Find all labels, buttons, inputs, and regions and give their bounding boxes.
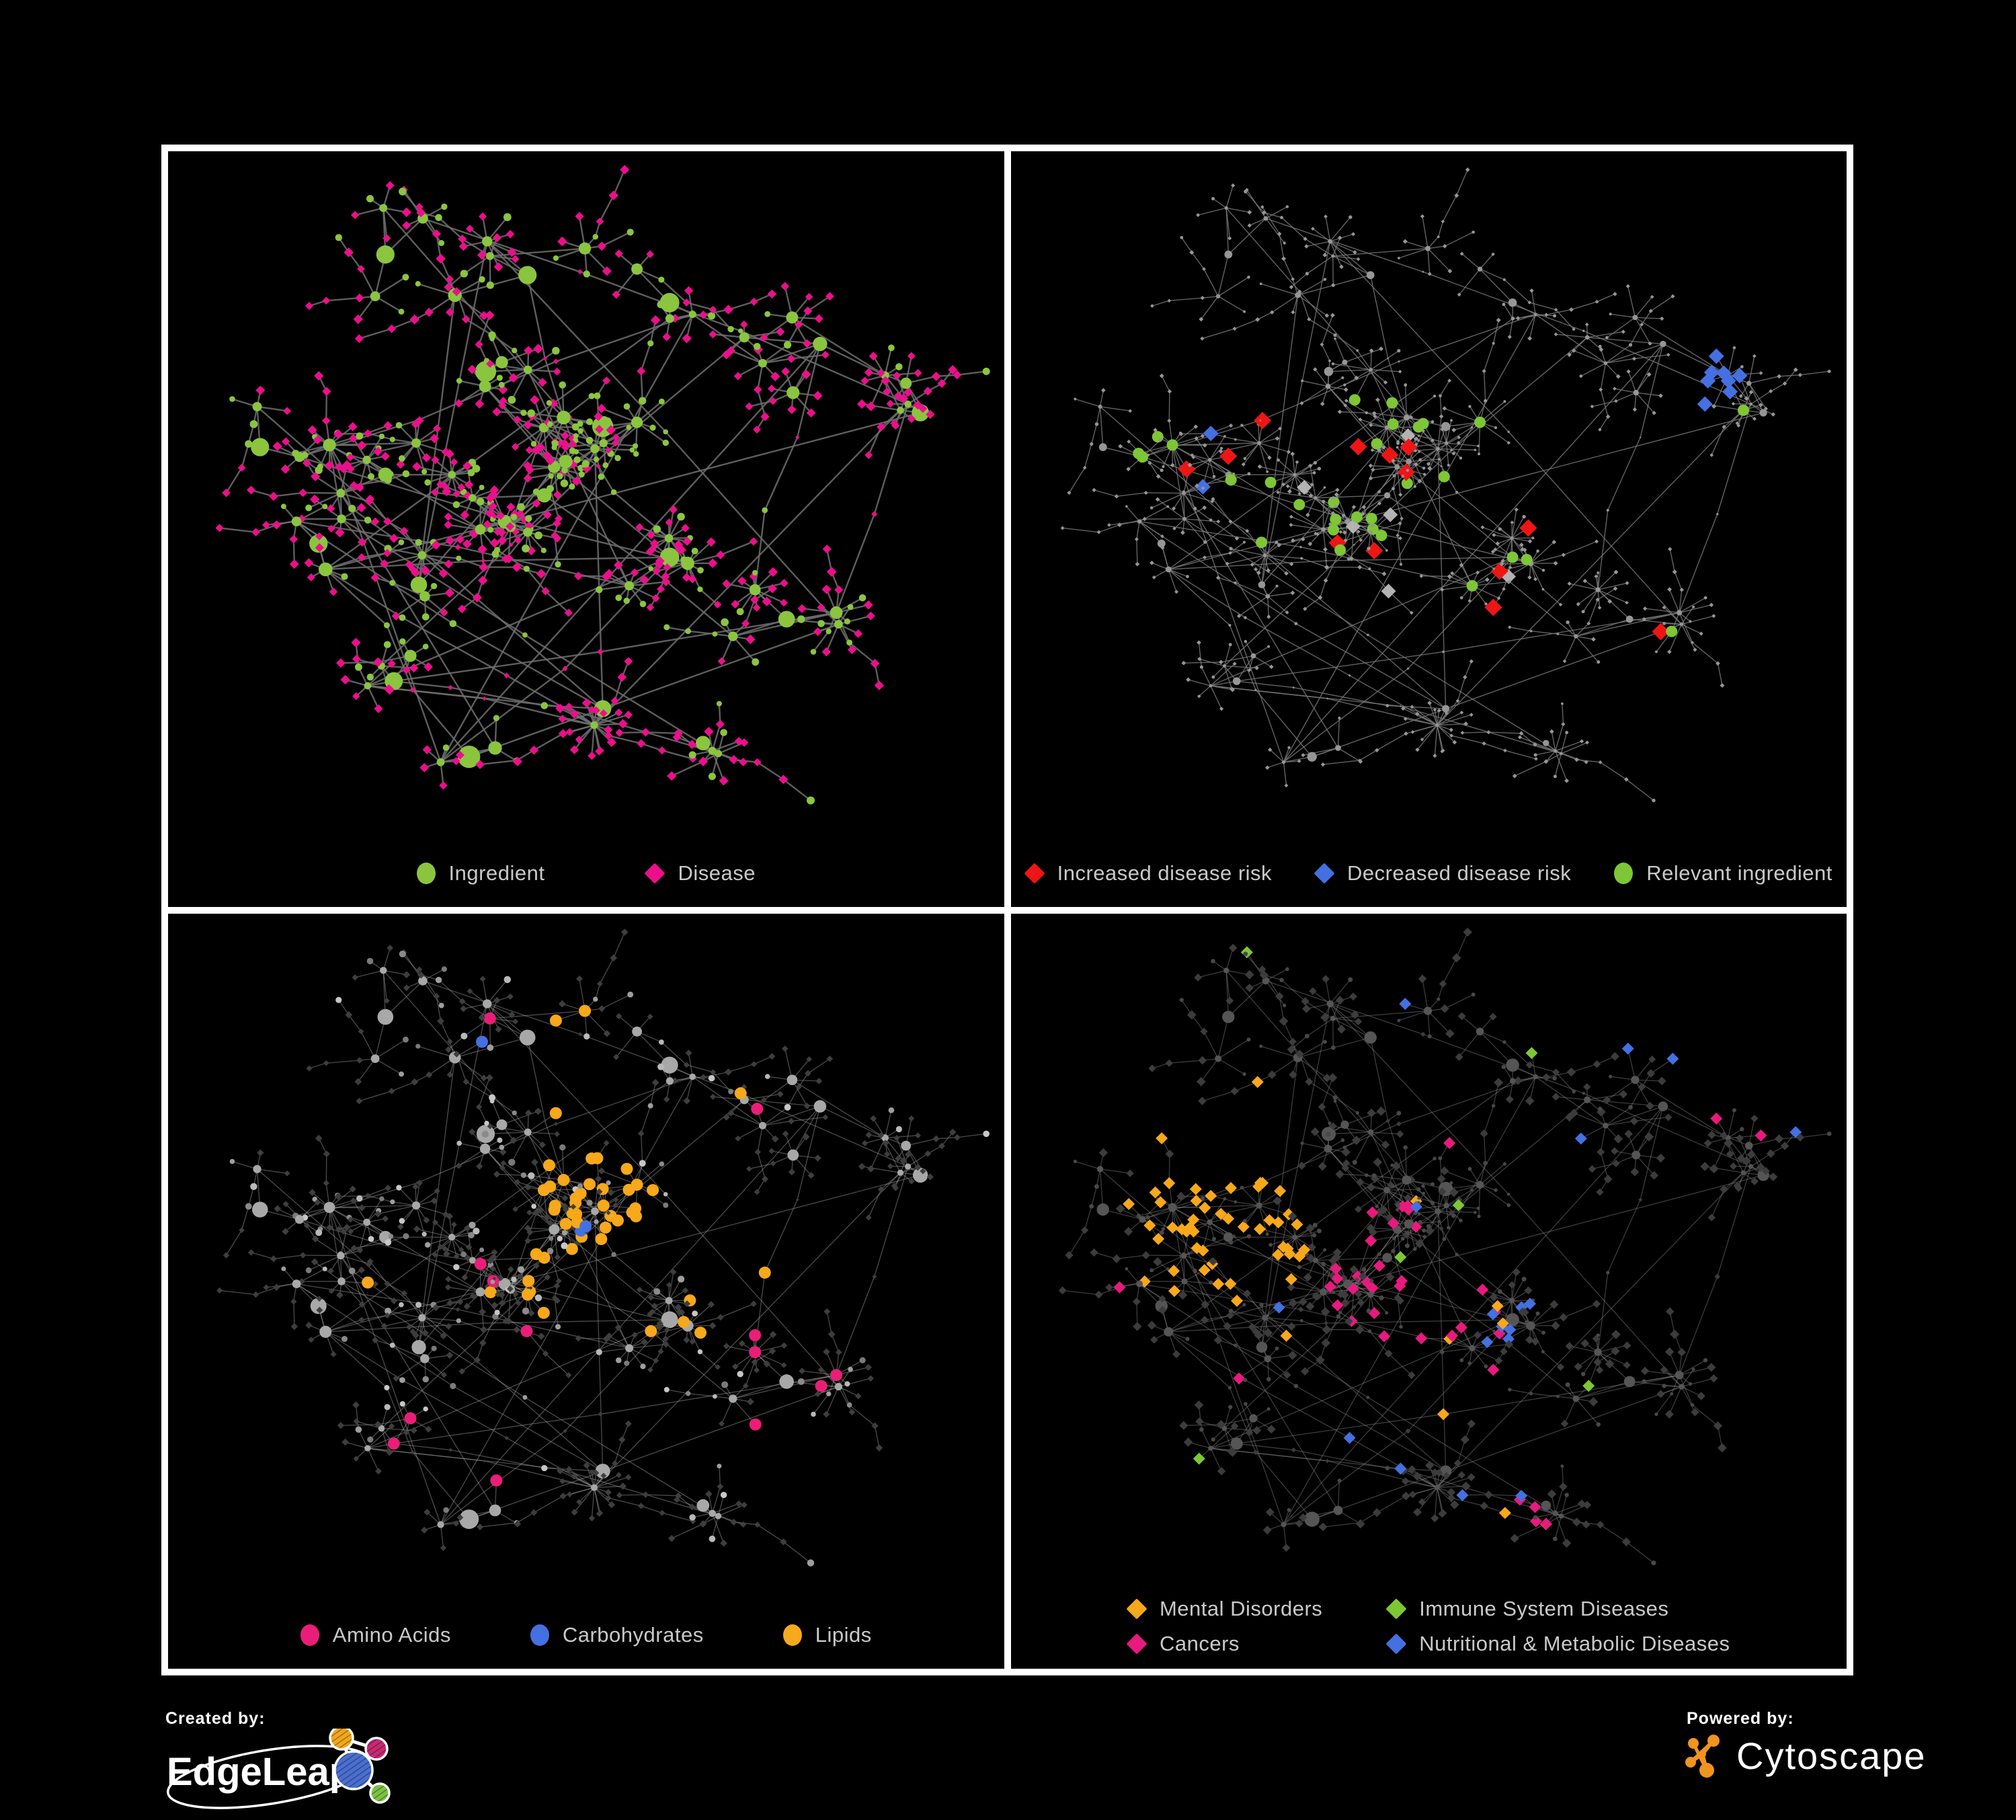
legend-item: Nutritional & Metabolic Diseases: [1385, 1632, 1730, 1656]
panel-nutrients: Amino Acids Carbohydrates Lipids: [168, 913, 1004, 1669]
legend-item: Immune System Diseases: [1385, 1597, 1730, 1621]
cytoscape-logo-icon: [1685, 1735, 1720, 1778]
edgeleap-credit: Created by: EdgeLeap: [161, 1709, 538, 1810]
legend-item: Disease: [644, 861, 756, 885]
cytoscape-credit: Powered by: Cytoscape: [1684, 1709, 1993, 1810]
nutrients-network: [216, 928, 990, 1567]
diamond-marker-icon: [1024, 862, 1045, 884]
legend-label: Decreased disease risk: [1347, 861, 1572, 885]
disease-classes-legend: Mental Disorders Immune System Diseases Ca…: [1011, 1584, 1847, 1669]
legend-label: Mental Disorders: [1159, 1597, 1323, 1620]
edgeleap-logo-icon: EdgeLeap: [166, 1725, 391, 1809]
legend-item: Ingredient: [416, 861, 545, 885]
circle-marker-icon: [300, 1624, 319, 1646]
diamond-marker-icon: [1385, 1633, 1407, 1655]
panel-ingredient-disease: Ingredient Disease: [168, 151, 1004, 907]
created-by-label: Created by:: [165, 1709, 266, 1728]
circle-marker-icon: [782, 1624, 802, 1646]
edgeleap-wordmark: EdgeLeap: [167, 1750, 353, 1794]
panel-disease-risk: Increased disease risk Decreased disease …: [1010, 151, 1847, 907]
legend-label: Amino Acids: [332, 1623, 451, 1647]
legend-item: Lipids: [782, 1623, 872, 1647]
nutrients-legend: Amino Acids Carbohydrates Lipids: [168, 1601, 1004, 1669]
legend-label: Cancers: [1159, 1632, 1240, 1655]
legend-item: Decreased disease risk: [1314, 861, 1572, 885]
legend-label: Immune System Diseases: [1419, 1597, 1669, 1620]
legend-label: Ingredient: [448, 861, 545, 885]
legend-label: Relevant ingredient: [1646, 861, 1832, 885]
legend-item: Cancers: [1126, 1632, 1322, 1656]
legend-label: Disease: [678, 861, 756, 885]
legend-label: Carbohydrates: [562, 1623, 704, 1647]
panel-disease-classes: Mental Disorders Immune System Diseases Ca…: [1010, 913, 1847, 1669]
legend-item: Amino Acids: [300, 1623, 451, 1647]
diamond-marker-icon: [1126, 1598, 1147, 1620]
powered-by-label: Powered by:: [1687, 1709, 1794, 1728]
cytoscape-wordmark: Cytoscape: [1736, 1734, 1927, 1777]
disease-risk-legend: Increased disease risk Decreased disease …: [1011, 840, 1847, 907]
ingredient-disease-legend: Ingredient Disease: [168, 840, 1004, 907]
circle-marker-icon: [1614, 862, 1634, 884]
legend-item: Carbohydrates: [530, 1623, 704, 1647]
legend-item: Mental Disorders: [1126, 1597, 1323, 1621]
diamond-marker-icon: [1126, 1633, 1147, 1655]
diamond-marker-icon: [644, 862, 666, 884]
disease-risk-network: [1060, 167, 1831, 803]
legend-label: Nutritional & Metabolic Diseases: [1419, 1632, 1730, 1655]
legend-label: Increased disease risk: [1057, 861, 1273, 885]
circle-marker-icon: [530, 1624, 549, 1646]
figure-grid: Ingredient Disease Increased disease risk…: [161, 145, 1853, 1675]
diamond-marker-icon: [1314, 862, 1335, 884]
disease-classes-network: [1058, 927, 1831, 1565]
legend-item: Relevant ingredient: [1614, 861, 1832, 885]
legend-item: Increased disease risk: [1024, 861, 1273, 885]
diamond-marker-icon: [1385, 1598, 1407, 1620]
circle-marker-icon: [416, 862, 436, 884]
ingredient-disease-network: [215, 165, 990, 805]
legend-label: Lipids: [815, 1623, 872, 1647]
